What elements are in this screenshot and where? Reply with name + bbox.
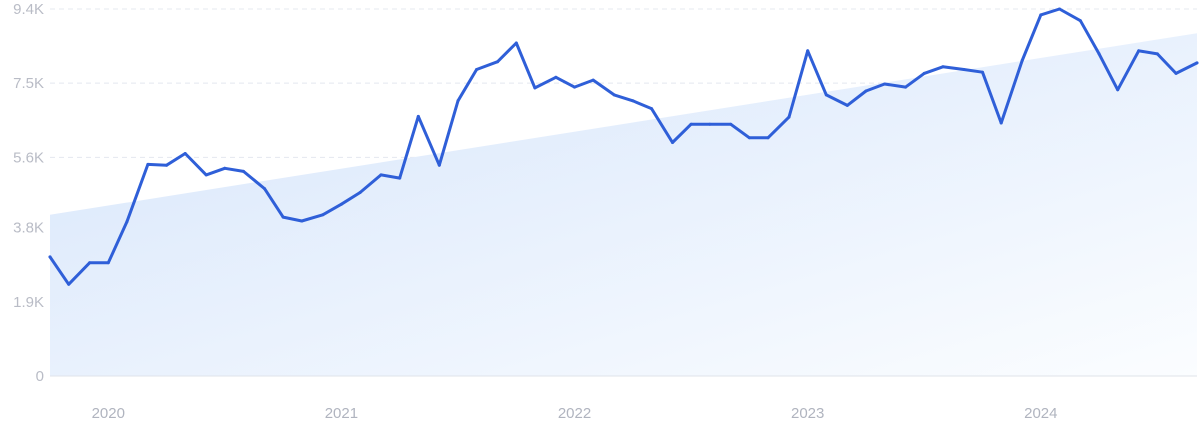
data-point bbox=[766, 136, 770, 140]
data-point bbox=[456, 99, 460, 103]
data-point bbox=[591, 78, 595, 82]
data-point bbox=[496, 60, 500, 64]
data-point bbox=[1020, 59, 1024, 62]
data-point bbox=[708, 122, 712, 126]
data-point bbox=[883, 82, 887, 86]
series-line bbox=[48, 7, 1199, 286]
data-point bbox=[204, 173, 208, 177]
y-axis-ticks: 0 1.9K 3.8K 5.6K 7.5K 9.4K bbox=[13, 1, 44, 385]
data-point bbox=[689, 122, 693, 126]
data-point bbox=[787, 115, 791, 119]
data-point bbox=[281, 215, 285, 219]
data-point bbox=[922, 71, 926, 75]
x-tick-label: 2020 bbox=[92, 405, 125, 422]
data-point bbox=[650, 107, 653, 111]
data-point bbox=[1039, 13, 1043, 17]
x-tick-label: 2021 bbox=[325, 405, 358, 422]
data-point bbox=[573, 85, 576, 89]
data-point bbox=[321, 213, 325, 217]
data-point bbox=[165, 163, 169, 167]
data-point bbox=[864, 89, 868, 93]
data-point bbox=[806, 49, 810, 53]
data-point bbox=[146, 162, 150, 166]
data-point bbox=[671, 141, 674, 144]
data-point bbox=[358, 191, 362, 194]
data-point bbox=[1058, 7, 1061, 11]
data-point bbox=[300, 219, 304, 223]
data-points bbox=[48, 7, 1199, 286]
data-point bbox=[1155, 52, 1159, 56]
data-point bbox=[1174, 71, 1178, 75]
data-point bbox=[1097, 52, 1101, 56]
data-point bbox=[1195, 61, 1199, 65]
data-point bbox=[263, 187, 266, 191]
data-point bbox=[183, 152, 187, 155]
trend-area bbox=[50, 33, 1197, 376]
data-point bbox=[981, 70, 984, 74]
data-point bbox=[904, 85, 908, 89]
y-tick-label: 3.8K bbox=[13, 220, 44, 237]
data-point bbox=[48, 255, 52, 259]
data-point bbox=[962, 68, 966, 71]
data-point bbox=[125, 220, 129, 224]
y-tick-label: 9.4K bbox=[13, 1, 44, 18]
x-axis-ticks: 2020 2021 2022 2023 2024 bbox=[92, 405, 1058, 422]
data-point bbox=[223, 166, 227, 170]
data-point bbox=[554, 75, 558, 79]
data-point bbox=[941, 65, 945, 69]
x-tick-label: 2023 bbox=[791, 405, 824, 422]
data-point bbox=[437, 163, 441, 167]
y-tick-label: 5.6K bbox=[13, 149, 44, 166]
data-point bbox=[475, 68, 479, 71]
data-point bbox=[533, 86, 537, 90]
y-tick-label: 1.9K bbox=[13, 294, 44, 311]
data-point bbox=[398, 176, 402, 180]
y-tick-label: 7.5K bbox=[13, 75, 44, 92]
data-point bbox=[514, 41, 518, 45]
data-point bbox=[106, 261, 110, 265]
data-point bbox=[416, 114, 420, 118]
data-point bbox=[1116, 88, 1120, 92]
data-point bbox=[1078, 19, 1082, 23]
y-tick-label: 0 bbox=[36, 368, 44, 385]
data-point bbox=[88, 261, 92, 265]
data-point bbox=[612, 93, 616, 97]
data-point bbox=[845, 103, 849, 107]
data-point bbox=[999, 121, 1003, 125]
data-point bbox=[67, 282, 71, 286]
data-point bbox=[379, 173, 383, 177]
x-tick-label: 2024 bbox=[1024, 405, 1057, 422]
data-point bbox=[729, 122, 733, 126]
data-point bbox=[747, 136, 751, 140]
data-point bbox=[339, 202, 343, 206]
x-tick-label: 2022 bbox=[558, 405, 591, 422]
data-point bbox=[1137, 49, 1141, 53]
data-point bbox=[631, 99, 635, 103]
data-point bbox=[242, 169, 245, 173]
data-point bbox=[824, 93, 828, 97]
